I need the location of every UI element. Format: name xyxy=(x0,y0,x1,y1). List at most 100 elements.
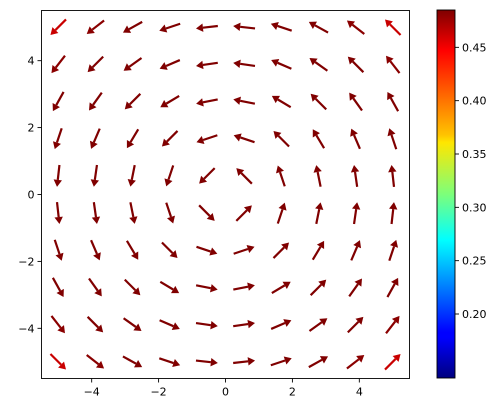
vector-arrow xyxy=(315,202,324,225)
vector-arrow xyxy=(87,55,104,73)
vector-arrow xyxy=(389,202,398,225)
colorbar-tick-label: 0.40 xyxy=(462,95,487,108)
vector-arrow xyxy=(388,239,399,262)
vector-arrow xyxy=(352,202,361,225)
vector-arrow xyxy=(313,165,322,187)
vector-arrow xyxy=(50,315,65,334)
y-axis: −4 −2 0 2 4 xyxy=(18,55,42,335)
colorbar-tick-label: 0.45 xyxy=(462,41,487,54)
colorbar-frame xyxy=(436,9,456,379)
vector-arrow xyxy=(196,245,218,256)
vector-arrow xyxy=(195,321,218,330)
vector-arrow xyxy=(195,284,218,293)
y-tick-label: −2 xyxy=(18,255,34,268)
vector-arrow xyxy=(233,245,255,255)
vector-arrow xyxy=(271,281,291,295)
vector-arrow xyxy=(159,22,181,33)
colorbar-ticks: 0.20 0.25 0.30 0.35 0.40 0.45 xyxy=(455,41,487,321)
vector-arrow xyxy=(386,277,399,298)
vector-arrow xyxy=(165,202,175,224)
vector-arrow xyxy=(233,319,255,329)
vector-arrow xyxy=(309,58,329,72)
vector-arrow xyxy=(86,354,105,369)
vector-arrow xyxy=(233,96,256,105)
vector-arrow xyxy=(159,59,181,70)
vector-arrow xyxy=(127,164,136,187)
vector-arrow xyxy=(236,168,253,185)
colorbar-gradient xyxy=(437,10,455,378)
y-tick-label: −4 xyxy=(18,322,34,335)
vector-arrow xyxy=(388,164,397,187)
vector-arrow xyxy=(348,278,362,298)
y-tick-label: 0 xyxy=(28,189,35,202)
colorbar-tick-label: 0.30 xyxy=(462,201,487,214)
vector-arrow xyxy=(235,205,252,222)
vector-arrow xyxy=(89,128,101,149)
vector-arrow xyxy=(90,164,99,187)
vector-arrow xyxy=(387,91,400,112)
vector-arrow xyxy=(53,239,64,261)
plot-area xyxy=(41,10,410,379)
colorbar-tick-label: 0.20 xyxy=(462,308,487,321)
vector-arrow xyxy=(346,20,365,35)
vector-arrow xyxy=(52,91,65,112)
vector-arrow xyxy=(159,280,180,294)
vector-arrow xyxy=(125,240,139,260)
vector-arrow xyxy=(349,92,363,112)
vector-arrow xyxy=(270,356,292,367)
vector-arrow xyxy=(308,21,329,34)
vector-arrow xyxy=(122,317,142,331)
vector-arrow xyxy=(129,202,138,224)
vector-arrow xyxy=(276,202,287,224)
colorbar-tick-label: 0.25 xyxy=(462,255,487,268)
vector-arrow xyxy=(385,315,400,334)
vector-arrow xyxy=(160,94,180,108)
vector-arrow xyxy=(272,242,290,259)
vector-arrow xyxy=(233,22,256,31)
vector-arrow xyxy=(51,55,66,74)
vector-arrow xyxy=(233,282,255,291)
vector-arrow xyxy=(196,134,218,144)
x-tick-label: 0 xyxy=(222,386,229,399)
vector-arrow xyxy=(308,356,329,369)
vector-arrow xyxy=(164,165,175,187)
vector-arrow xyxy=(195,358,218,367)
vector-arrow xyxy=(384,353,401,371)
y-tick-label: 4 xyxy=(28,55,35,68)
vector-arrow xyxy=(347,56,365,73)
vector-arrow xyxy=(312,129,326,149)
vector-arrow xyxy=(196,60,218,70)
vector-arrow xyxy=(124,278,141,296)
vector-arrow xyxy=(159,319,180,331)
vector-arrow xyxy=(311,240,325,261)
vector-arrow xyxy=(199,167,216,184)
vector-arrow xyxy=(89,91,103,111)
vector-arrow xyxy=(271,58,292,70)
vector-arrow xyxy=(387,128,398,150)
vector-arrow xyxy=(158,357,181,368)
vector-arrow xyxy=(308,318,328,332)
colorbar: 0.20 0.25 0.30 0.35 0.40 0.45 xyxy=(436,9,487,379)
x-tick-label: −4 xyxy=(84,386,100,399)
vector-arrow xyxy=(233,133,255,144)
vector-arrow xyxy=(124,93,142,110)
vector-arrow xyxy=(310,93,327,111)
vector-arrow xyxy=(276,165,286,187)
vector-arrow xyxy=(273,130,290,148)
x-axis: −4 −2 0 2 4 xyxy=(84,378,363,399)
vector-arrow xyxy=(350,165,360,187)
vector-arrow xyxy=(198,204,215,221)
vector-arrow xyxy=(350,128,361,150)
vector-arrow xyxy=(386,55,401,74)
vector-arrow xyxy=(122,355,143,368)
arrow-field xyxy=(49,18,402,371)
plot-frame xyxy=(41,10,410,379)
vector-arrow xyxy=(86,316,104,333)
vector-arrow xyxy=(122,20,143,33)
vector-arrow xyxy=(126,128,140,149)
vector-arrow xyxy=(270,21,293,32)
vector-arrow xyxy=(53,164,62,187)
vector-arrow xyxy=(350,240,362,261)
vector-arrow xyxy=(91,202,101,224)
vector-arrow xyxy=(51,277,64,298)
